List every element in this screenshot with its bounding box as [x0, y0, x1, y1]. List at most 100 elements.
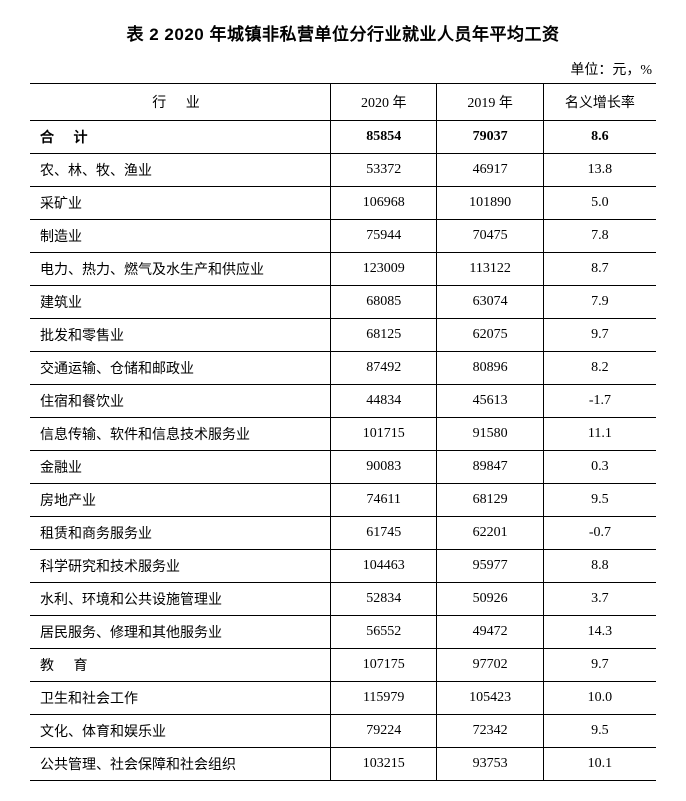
col-2020-header: 2020 年	[330, 84, 436, 121]
row-2019: 89847	[437, 451, 543, 484]
row-2020: 90083	[330, 451, 436, 484]
row-label: 卫生和社会工作	[30, 682, 330, 715]
row-label: 信息传输、软件和信息技术服务业	[30, 418, 330, 451]
row-label: 居民服务、修理和其他服务业	[30, 616, 330, 649]
row-growth: 9.7	[543, 649, 656, 682]
col-industry-header: 行 业	[30, 84, 330, 121]
row-growth: 10.0	[543, 682, 656, 715]
table-unit: 单位：元，%	[30, 59, 656, 79]
row-2019: 45613	[437, 385, 543, 418]
row-label: 科学研究和技术服务业	[30, 550, 330, 583]
row-2020: 123009	[330, 253, 436, 286]
table-row: 建筑业68085630747.9	[30, 286, 656, 319]
total-growth: 8.6	[543, 121, 656, 154]
row-2019: 46917	[437, 154, 543, 187]
col-growth-header: 名义增长率	[543, 84, 656, 121]
row-2020: 68085	[330, 286, 436, 319]
wage-table: 行 业 2020 年 2019 年 名义增长率 合 计 85854 79037 …	[30, 83, 656, 781]
row-growth: 14.3	[543, 616, 656, 649]
table-row: 教 育107175977029.7	[30, 649, 656, 682]
row-2019: 80896	[437, 352, 543, 385]
row-growth: 9.5	[543, 484, 656, 517]
row-growth: -0.7	[543, 517, 656, 550]
row-label: 教 育	[30, 649, 330, 682]
row-label: 建筑业	[30, 286, 330, 319]
table-row: 文化、体育和娱乐业79224723429.5	[30, 715, 656, 748]
row-growth: 8.8	[543, 550, 656, 583]
row-label: 水利、环境和公共设施管理业	[30, 583, 330, 616]
row-2020: 44834	[330, 385, 436, 418]
table-row: 交通运输、仓储和邮政业87492808968.2	[30, 352, 656, 385]
row-label: 金融业	[30, 451, 330, 484]
row-label: 批发和零售业	[30, 319, 330, 352]
table-row: 制造业75944704757.8	[30, 220, 656, 253]
row-growth: 0.3	[543, 451, 656, 484]
total-2020: 85854	[330, 121, 436, 154]
row-growth: 3.7	[543, 583, 656, 616]
row-label: 交通运输、仓储和邮政业	[30, 352, 330, 385]
row-2020: 115979	[330, 682, 436, 715]
row-label: 电力、热力、燃气及水生产和供应业	[30, 253, 330, 286]
row-2019: 105423	[437, 682, 543, 715]
row-growth: 8.2	[543, 352, 656, 385]
row-growth: 7.8	[543, 220, 656, 253]
row-growth: 11.1	[543, 418, 656, 451]
table-row: 水利、环境和公共设施管理业52834509263.7	[30, 583, 656, 616]
table-header-row: 行 业 2020 年 2019 年 名义增长率	[30, 84, 656, 121]
row-2019: 101890	[437, 187, 543, 220]
table-body: 合 计 85854 79037 8.6 农、林、牧、渔业533724691713…	[30, 121, 656, 781]
row-2019: 50926	[437, 583, 543, 616]
total-2019: 79037	[437, 121, 543, 154]
row-growth: 8.7	[543, 253, 656, 286]
table-row: 信息传输、软件和信息技术服务业1017159158011.1	[30, 418, 656, 451]
row-2020: 103215	[330, 748, 436, 781]
row-2020: 56552	[330, 616, 436, 649]
row-growth: 9.7	[543, 319, 656, 352]
row-label: 采矿业	[30, 187, 330, 220]
table-row: 批发和零售业68125620759.7	[30, 319, 656, 352]
row-2019: 97702	[437, 649, 543, 682]
row-2020: 52834	[330, 583, 436, 616]
table-row: 居民服务、修理和其他服务业565524947214.3	[30, 616, 656, 649]
row-label: 租赁和商务服务业	[30, 517, 330, 550]
table-row: 住宿和餐饮业4483445613-1.7	[30, 385, 656, 418]
row-2020: 87492	[330, 352, 436, 385]
row-2019: 72342	[437, 715, 543, 748]
row-2020: 104463	[330, 550, 436, 583]
row-2019: 62201	[437, 517, 543, 550]
table-row: 电力、热力、燃气及水生产和供应业1230091131228.7	[30, 253, 656, 286]
total-label: 合 计	[30, 121, 330, 154]
row-2019: 62075	[437, 319, 543, 352]
table-row: 租赁和商务服务业6174562201-0.7	[30, 517, 656, 550]
row-growth: 13.8	[543, 154, 656, 187]
row-2019: 70475	[437, 220, 543, 253]
row-2020: 79224	[330, 715, 436, 748]
row-2019: 93753	[437, 748, 543, 781]
row-2019: 91580	[437, 418, 543, 451]
row-growth: 5.0	[543, 187, 656, 220]
table-total-row: 合 计 85854 79037 8.6	[30, 121, 656, 154]
table-row: 卫生和社会工作11597910542310.0	[30, 682, 656, 715]
row-growth: 10.1	[543, 748, 656, 781]
table-row: 金融业90083898470.3	[30, 451, 656, 484]
row-2020: 101715	[330, 418, 436, 451]
row-2020: 75944	[330, 220, 436, 253]
row-2019: 113122	[437, 253, 543, 286]
row-2020: 68125	[330, 319, 436, 352]
table-row: 房地产业74611681299.5	[30, 484, 656, 517]
row-label: 房地产业	[30, 484, 330, 517]
row-2019: 49472	[437, 616, 543, 649]
row-2019: 63074	[437, 286, 543, 319]
row-growth: -1.7	[543, 385, 656, 418]
table-row: 公共管理、社会保障和社会组织1032159375310.1	[30, 748, 656, 781]
row-growth: 7.9	[543, 286, 656, 319]
row-2019: 95977	[437, 550, 543, 583]
row-growth: 9.5	[543, 715, 656, 748]
row-label: 住宿和餐饮业	[30, 385, 330, 418]
row-2020: 61745	[330, 517, 436, 550]
table-row: 采矿业1069681018905.0	[30, 187, 656, 220]
row-label: 制造业	[30, 220, 330, 253]
row-2020: 74611	[330, 484, 436, 517]
table-title: 表 2 2020 年城镇非私营单位分行业就业人员年平均工资	[30, 20, 656, 45]
row-label: 公共管理、社会保障和社会组织	[30, 748, 330, 781]
